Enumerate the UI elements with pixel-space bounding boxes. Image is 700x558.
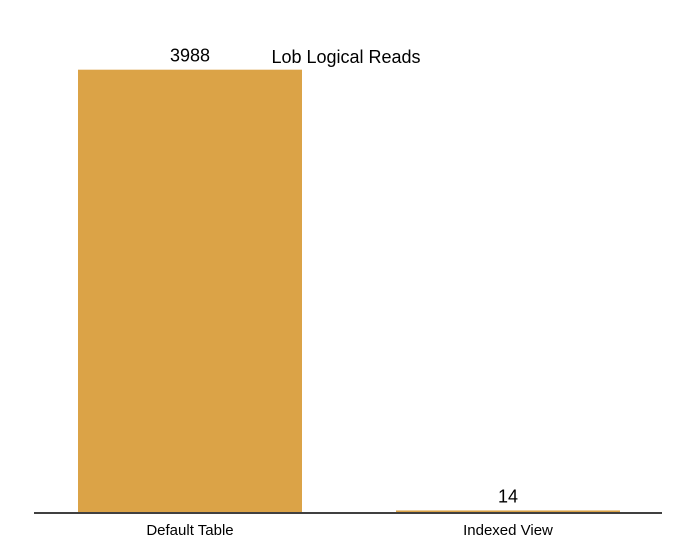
x-tick-label-0: Default Table	[146, 522, 233, 539]
bars-group	[78, 69, 620, 512]
data-label-0: 3988	[170, 46, 210, 66]
bar-1	[396, 510, 620, 512]
bar-0	[78, 69, 302, 512]
data-label-1: 14	[498, 486, 518, 506]
chart-title: Lob Logical Reads	[271, 47, 420, 67]
x-tick-label-1: Indexed View	[463, 522, 553, 539]
data-labels-group: 3988 14	[170, 46, 518, 507]
x-tick-labels-group: Default Table Indexed View	[146, 522, 553, 539]
